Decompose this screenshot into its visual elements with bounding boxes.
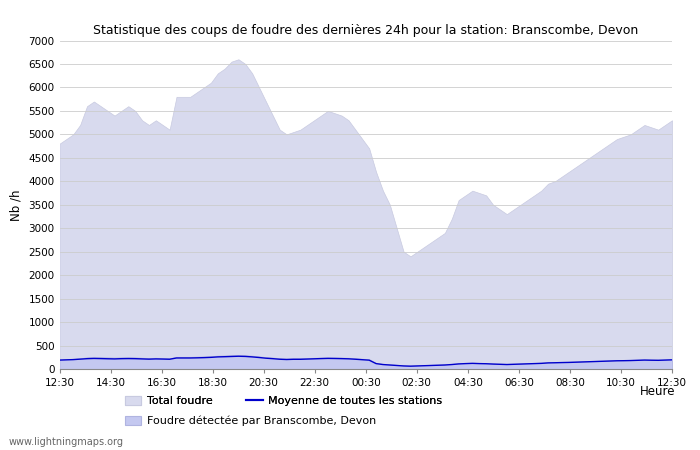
Legend: Total foudre, Moyenne de toutes les stations: Total foudre, Moyenne de toutes les stat…	[125, 396, 442, 406]
Title: Statistique des coups de foudre des dernières 24h pour la station: Branscombe, D: Statistique des coups de foudre des dern…	[93, 23, 638, 36]
Y-axis label: Nb /h: Nb /h	[10, 189, 23, 220]
Legend: Foudre détectée par Branscombe, Devon: Foudre détectée par Branscombe, Devon	[125, 416, 376, 427]
Text: www.lightningmaps.org: www.lightningmaps.org	[8, 436, 123, 446]
Text: Heure: Heure	[640, 385, 676, 398]
